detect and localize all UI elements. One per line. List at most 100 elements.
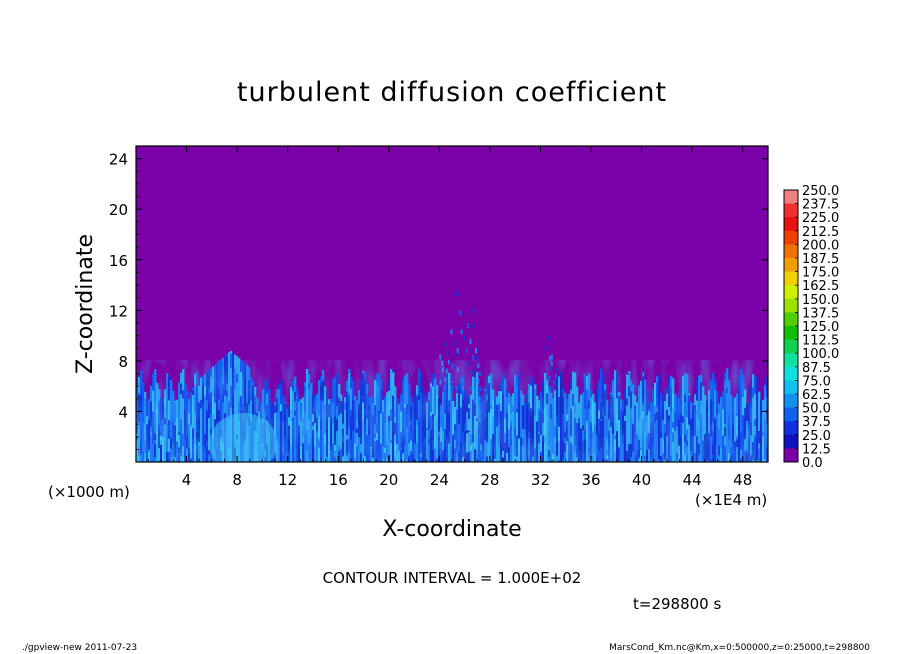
x-tick-label: 32 — [531, 471, 550, 489]
y-axis: 4 8 12 16 20 24 — [109, 151, 768, 450]
field-plume — [467, 323, 470, 328]
field-plume — [454, 352, 457, 357]
x-tick-label: 44 — [683, 471, 702, 489]
colorbar-band — [784, 407, 798, 422]
y-axis-label: Z-coordinate — [73, 234, 98, 374]
colorbar-band — [784, 339, 798, 354]
colorbar-band — [784, 230, 798, 245]
colorbar-band — [784, 298, 798, 313]
field-streak — [196, 461, 199, 462]
colorbar: 250.0237.5225.0212.5200.0187.5175.0162.5… — [783, 184, 839, 471]
x-tick-label: 28 — [480, 471, 499, 489]
field-plume — [550, 354, 553, 360]
field-plume — [472, 323, 475, 329]
field-plume — [476, 355, 479, 361]
colorbar-label: 150.0 — [802, 293, 839, 308]
colorbar-label: 225.0 — [802, 211, 839, 226]
colorbar-band — [784, 448, 798, 462]
field-streak — [304, 459, 307, 462]
colorbar-label: 12.5 — [802, 442, 831, 457]
field-streak — [510, 461, 513, 462]
colorbar-band — [784, 312, 798, 327]
field-plume — [463, 335, 466, 341]
footer-left: ./gpview-new 2011-07-23 — [22, 643, 138, 653]
colorbar-label: 0.0 — [802, 456, 823, 471]
y-tick-label: 12 — [109, 302, 128, 320]
x-tick-label: 36 — [581, 471, 600, 489]
colorbar-band — [784, 380, 798, 395]
field-streak — [194, 460, 197, 462]
colorbar-label: 100.0 — [802, 347, 839, 362]
y-tick-label: 16 — [109, 252, 128, 270]
field-streak — [726, 461, 729, 462]
x-unit-label: (×1000 m) — [48, 483, 130, 501]
field-streak — [640, 461, 643, 462]
x-scale-label: (×1E4 m) — [695, 491, 767, 509]
colorbar-band — [784, 434, 798, 449]
x-tick-label: 12 — [278, 471, 297, 489]
field-streak — [676, 460, 679, 462]
colorbar-label: 212.5 — [802, 225, 839, 240]
colorbar-label: 175.0 — [802, 266, 839, 281]
field-plume — [469, 339, 472, 345]
field-plume — [472, 354, 475, 360]
colorbar-band — [784, 244, 798, 259]
y-tick-label: 4 — [118, 403, 128, 421]
colorbar-band — [784, 190, 798, 204]
colorbar-band — [784, 285, 798, 300]
colorbar-label: 75.0 — [802, 374, 831, 389]
field-plume — [450, 329, 453, 335]
colorbar-band — [784, 258, 798, 272]
field-streak — [176, 461, 179, 462]
field-streak — [412, 460, 415, 462]
field-plume — [445, 341, 448, 347]
field-streak — [610, 459, 613, 462]
colorbar-label: 87.5 — [802, 361, 831, 376]
colorbar-band — [784, 271, 798, 286]
colorbar-label: 50.0 — [802, 402, 831, 417]
field-streak — [526, 459, 529, 462]
colorbar-label: 125.0 — [802, 320, 839, 335]
field-plume — [475, 348, 477, 354]
colorbar-label: 250.0 — [802, 184, 839, 199]
field-plume — [547, 335, 550, 341]
colorbar-label: 137.5 — [802, 306, 839, 321]
colorbar-band — [784, 203, 798, 218]
field-plume — [472, 307, 475, 313]
colorbar-label: 162.5 — [802, 279, 839, 294]
field-plume — [456, 348, 459, 354]
field-streak — [564, 460, 567, 462]
x-tick-label: 48 — [733, 471, 752, 489]
field-streak — [604, 459, 607, 462]
field-streak — [764, 459, 767, 462]
colorbar-band — [784, 394, 798, 408]
footer-right: MarsCond_Km.nc@Km,x=0:500000,z=0:25000,t… — [609, 643, 870, 653]
colorbar-label: 25.0 — [802, 429, 831, 444]
x-axis-label: X-coordinate — [382, 517, 521, 542]
time-label: t=298800 s — [633, 595, 721, 613]
field-plume — [455, 291, 458, 297]
field-plume — [439, 354, 442, 360]
contour-interval-note: CONTOUR INTERVAL = 1.000E+02 — [323, 569, 582, 587]
field-streak — [664, 461, 667, 462]
chart-title: turbulent diffusion coefficient — [237, 77, 667, 108]
field-plume — [454, 340, 457, 346]
colorbar-label: 37.5 — [802, 415, 831, 430]
x-axis: 4 8 12 16 20 24 28 32 36 40 44 48 — [148, 146, 756, 489]
field-streak — [242, 461, 245, 462]
field-plume — [446, 350, 449, 356]
field-streak — [756, 459, 759, 462]
colorbar-band — [784, 326, 798, 340]
x-tick-label: 8 — [232, 471, 242, 489]
colorbar-label: 112.5 — [802, 334, 839, 349]
x-tick-label: 20 — [379, 471, 398, 489]
x-tick-label: 24 — [430, 471, 449, 489]
field-streak — [754, 460, 757, 462]
field-plume — [460, 329, 463, 335]
y-tick-label: 24 — [109, 151, 128, 169]
colorbar-label: 237.5 — [802, 198, 839, 213]
colorbar-label: 200.0 — [802, 238, 839, 253]
colorbar-band — [784, 353, 798, 368]
x-tick-label: 4 — [182, 471, 192, 489]
